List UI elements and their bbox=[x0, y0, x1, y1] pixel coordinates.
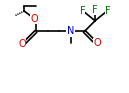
Text: F: F bbox=[80, 6, 85, 16]
Text: O: O bbox=[93, 38, 101, 48]
Text: N: N bbox=[67, 27, 74, 36]
Text: O: O bbox=[18, 39, 26, 49]
Text: F: F bbox=[105, 6, 110, 16]
Text: F: F bbox=[92, 5, 98, 15]
Text: O: O bbox=[30, 14, 38, 24]
